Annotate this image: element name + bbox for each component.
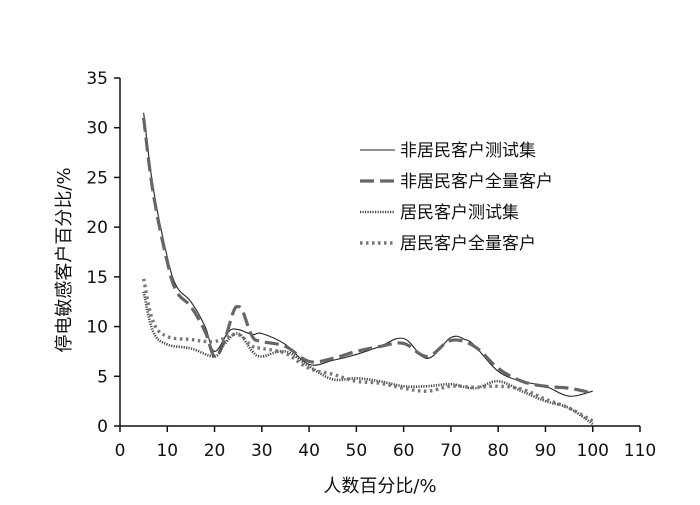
legend-label-4: 居民客户全量客户 <box>400 234 536 254</box>
y-tick-label: 20 <box>86 218 108 238</box>
x-tick-label: 20 <box>204 441 226 461</box>
x-tick-label: 80 <box>487 441 509 461</box>
y-tick-label: 0 <box>97 417 108 437</box>
series-line-1 <box>143 112 593 397</box>
x-tick-label: 0 <box>115 441 126 461</box>
x-tick-label: 10 <box>156 441 178 461</box>
x-tick-label: 110 <box>624 441 656 461</box>
y-tick-label: 10 <box>86 318 108 338</box>
x-tick-label: 40 <box>298 441 320 461</box>
axes: 0 10 20 30 40 50 60 70 80 90 100 110 0 5 10 15 20 25 30 35 <box>86 69 656 461</box>
y-tick-label: 35 <box>86 69 108 89</box>
x-tick-label: 60 <box>393 441 415 461</box>
y-tick-label: 15 <box>86 268 108 288</box>
x-tick-label: 30 <box>251 441 273 461</box>
x-tick-label: 90 <box>535 441 557 461</box>
legend-label-3: 居民客户测试集 <box>400 203 519 223</box>
x-tick-label: 50 <box>346 441 368 461</box>
x-tick-label: 70 <box>440 441 462 461</box>
series-line-3 <box>142 291 594 426</box>
legend-label-1: 非居民客户测试集 <box>400 141 536 161</box>
series-layer <box>141 112 594 426</box>
series-line-4 <box>141 278 594 423</box>
y-tick-label: 25 <box>86 168 108 188</box>
y-axis-title: 停电敏感客户百分比/% <box>54 167 75 352</box>
x-tick-label: 100 <box>577 441 609 461</box>
y-tick-label: 5 <box>97 367 108 387</box>
x-axis-title: 人数百分比/% <box>323 476 436 497</box>
legend-label-2: 非居民客户全量客户 <box>400 172 553 192</box>
y-tick-label: 30 <box>86 119 108 139</box>
series-line-2 <box>142 117 594 395</box>
